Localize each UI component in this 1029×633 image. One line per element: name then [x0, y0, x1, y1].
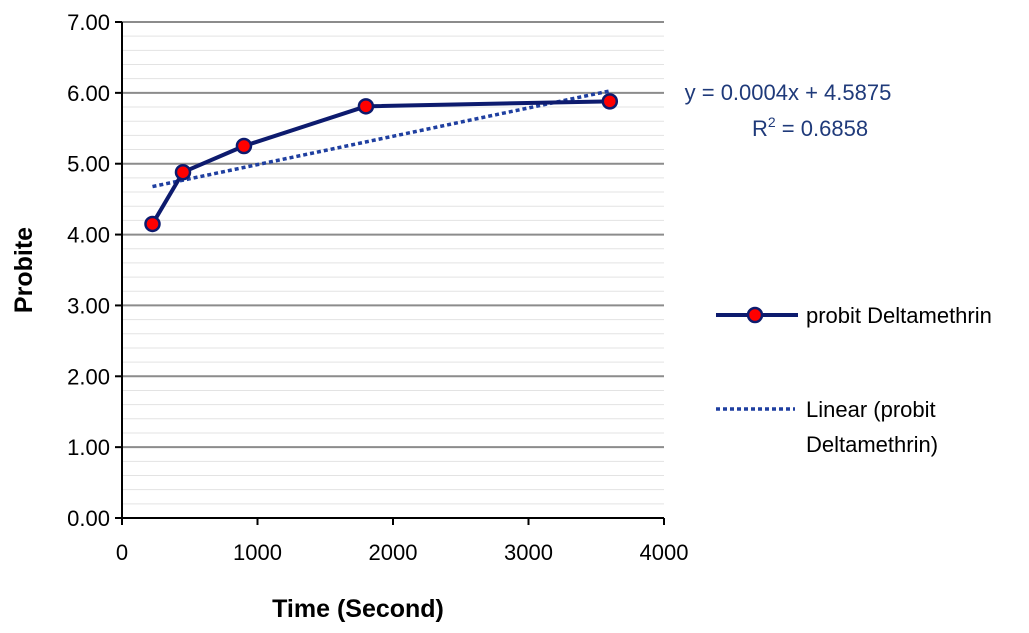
y-tick-label: 3.00 [67, 293, 110, 318]
y-tick-label: 0.00 [67, 506, 110, 531]
series-group [144, 93, 619, 233]
legend-series-label: probit Deltamethrin [806, 303, 992, 328]
x-tick-label: 3000 [504, 540, 553, 565]
y-tick-label: 4.00 [67, 223, 110, 248]
minor-gridlines [122, 35, 664, 505]
x-tick-label: 1000 [233, 540, 282, 565]
y-tick-label: 5.00 [67, 152, 110, 177]
x-tick-label: 2000 [369, 540, 418, 565]
legend: probit Deltamethrin Linear (probit Delta… [716, 303, 992, 457]
y-tick-label: 2.00 [67, 364, 110, 389]
y-axis-title: Probite [10, 227, 38, 313]
y-tick-labels: 0.00 1.00 2.00 3.00 4.00 5.00 6.00 7.00 [67, 10, 110, 531]
data-point [144, 215, 161, 233]
trendline-group [152, 89, 611, 189]
legend-trend-label-line1: Linear (probit [806, 397, 936, 422]
r-squared-value: = 0.6858 [776, 116, 868, 141]
r-squared-symbol: R [752, 116, 768, 141]
trendline [152, 89, 611, 189]
series-line [150, 99, 610, 225]
major-gridlines [122, 21, 664, 449]
r-squared-exponent: 2 [768, 114, 776, 130]
y-tick-label: 6.00 [67, 81, 110, 106]
legend-series-marker [746, 306, 764, 324]
axes [115, 21, 665, 525]
trend-equation: y = 0.0004x + 4.5875 [685, 80, 892, 105]
y-tick-label: 7.00 [67, 10, 110, 35]
legend-trend-label-line2: Deltamethrin) [806, 432, 938, 457]
x-tick-label: 0 [116, 540, 128, 565]
x-tick-labels: 0 1000 2000 3000 4000 [116, 540, 689, 565]
x-axis-title: Time (Second) [272, 595, 444, 623]
data-point [601, 93, 619, 110]
r-squared: R2 = 0.6858 [752, 114, 868, 141]
data-point [357, 98, 375, 115]
y-tick-label: 1.00 [67, 435, 110, 460]
data-point [174, 163, 192, 181]
data-point [235, 137, 253, 155]
x-tick-label: 4000 [640, 540, 689, 565]
